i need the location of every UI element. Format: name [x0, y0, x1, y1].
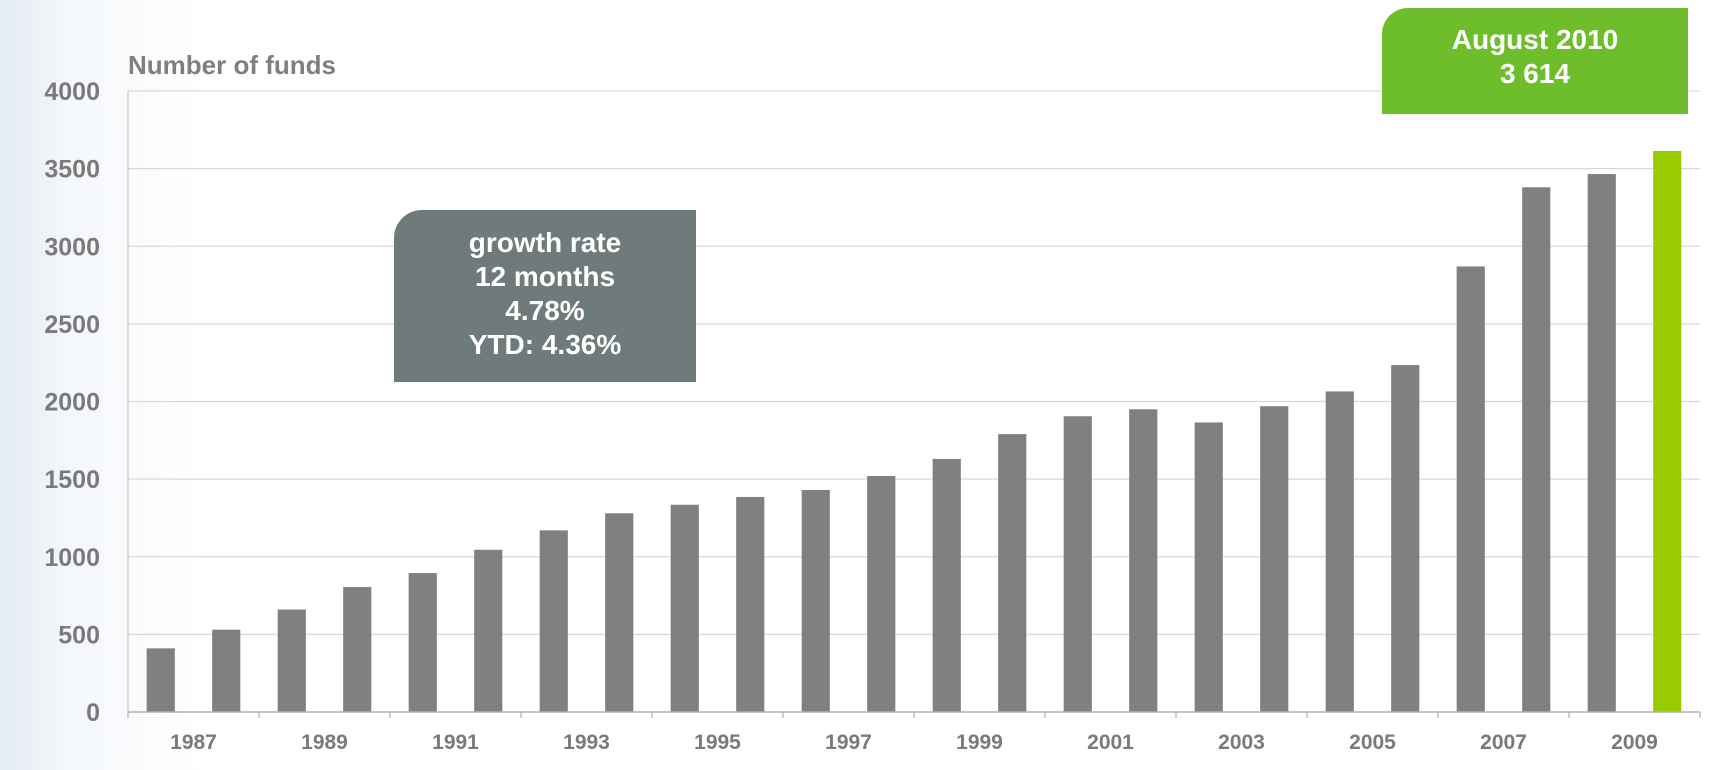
- y-tick-label: 2000: [44, 389, 100, 417]
- bar-2005: [1325, 391, 1354, 712]
- bar-2009: [1587, 174, 1616, 713]
- bar-1988: [212, 629, 241, 712]
- x-tick-label: 1999: [956, 731, 1003, 754]
- bar-1993: [539, 530, 568, 712]
- bar-2003: [1194, 422, 1223, 712]
- y-tick-label: 1000: [44, 544, 100, 572]
- bar-1998: [867, 476, 896, 712]
- bar-1995: [670, 504, 699, 712]
- bar-2007: [1456, 266, 1485, 712]
- bar-1997: [801, 489, 830, 712]
- bar-2001: [1063, 416, 1092, 712]
- gridlines: [128, 90, 1700, 635]
- bar-2002: [1129, 409, 1158, 712]
- bar-2004: [1260, 406, 1289, 712]
- bar-1990: [343, 587, 372, 712]
- x-tick-label: 1987: [170, 731, 217, 754]
- x-tick-label: 2001: [1087, 731, 1134, 754]
- bar-1999: [932, 458, 961, 712]
- bar-2010: [1653, 150, 1682, 712]
- x-tick-label: 2009: [1611, 731, 1658, 754]
- bar-1987: [146, 648, 175, 712]
- x-tick-label: 2005: [1349, 731, 1396, 754]
- x-tick-label: 1993: [563, 731, 610, 754]
- bar-2000: [998, 434, 1027, 712]
- growth-rate-callout: growth rate 12 months 4.78% YTD: 4.36%: [394, 210, 696, 382]
- y-tick-label: 3500: [44, 156, 100, 184]
- bar-1994: [605, 513, 634, 712]
- growth-line-4: YTD: 4.36%: [468, 329, 622, 360]
- bar-1992: [474, 549, 503, 712]
- y-tick-label: 0: [86, 699, 100, 727]
- bar-2006: [1391, 365, 1420, 712]
- y-tick-label: 3000: [44, 233, 100, 261]
- y-tick-label: 1500: [44, 466, 100, 494]
- latest-value-callout: August 2010 3 614: [1382, 8, 1688, 114]
- y-tick-label: 2500: [44, 311, 100, 339]
- bar-1991: [408, 573, 437, 712]
- x-tick-label: 2003: [1218, 731, 1265, 754]
- x-tick-label: 1997: [825, 731, 872, 754]
- x-axis-ticks: 1987 1989 1991 1993 1995 1997 1999 2001 2003 2005…: [170, 731, 1658, 754]
- latest-value: 3 614: [1499, 58, 1571, 89]
- y-tick-label: 500: [58, 621, 100, 649]
- latest-date: August 2010: [1451, 24, 1619, 55]
- y-tick-label: 4000: [44, 78, 100, 106]
- bar-2008: [1522, 187, 1551, 712]
- growth-line-3: 4.78%: [505, 295, 585, 326]
- bar-1996: [736, 496, 765, 712]
- y-axis-ticks: 0 500 1000 1500 2000 2500 3000 3500 4000: [44, 78, 100, 727]
- x-tick-label: 1991: [432, 731, 479, 754]
- bars: [146, 150, 1682, 713]
- x-tick-label: 1995: [694, 731, 741, 754]
- growth-line-1: growth rate: [468, 227, 622, 258]
- y-axis-label: Number of funds: [128, 50, 336, 80]
- x-tick-label: 2007: [1480, 731, 1527, 754]
- growth-line-2: 12 months: [474, 261, 616, 292]
- x-tick-label: 1989: [301, 731, 348, 754]
- bar-1989: [277, 609, 306, 712]
- x-axis: [127, 91, 1701, 718]
